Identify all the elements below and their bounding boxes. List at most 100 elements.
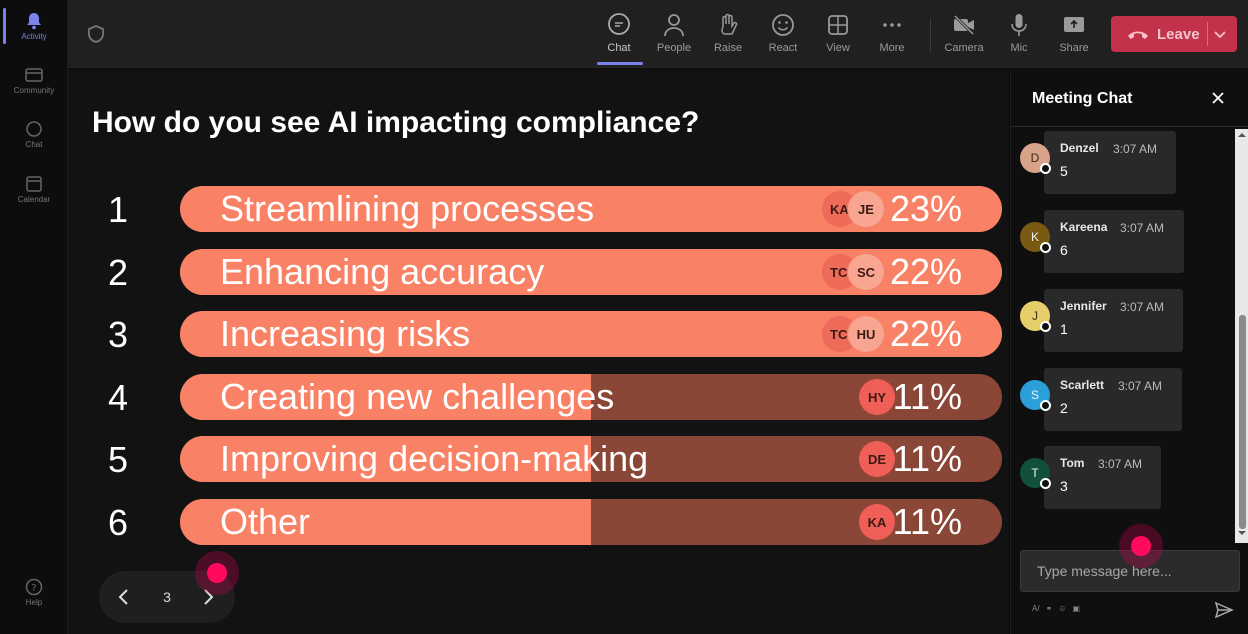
chat-icon bbox=[608, 13, 630, 35]
chat-sender-name: Scarlett bbox=[1060, 378, 1105, 392]
attach-icon[interactable]: ⚭ bbox=[1045, 604, 1053, 613]
shield-icon[interactable] bbox=[86, 24, 106, 44]
rail-item-label: Activity bbox=[21, 32, 47, 41]
avatar-initial: K bbox=[1030, 230, 1039, 244]
poll-option-number: 2 bbox=[107, 252, 129, 293]
chevron-down-icon[interactable] bbox=[1213, 27, 1227, 41]
avatar[interactable]: K bbox=[1020, 222, 1051, 253]
poll-results-stage: How do you see AI impacting compliance? … bbox=[68, 69, 1009, 634]
bell-icon bbox=[27, 13, 41, 30]
avatar-initial: S bbox=[1030, 388, 1039, 402]
rail-item-help[interactable]: ? Help bbox=[0, 578, 68, 607]
rail-item-community[interactable]: Community bbox=[0, 66, 68, 95]
raise-hand-button[interactable]: Raise bbox=[702, 10, 754, 60]
send-icon[interactable] bbox=[1214, 600, 1234, 620]
rail-item-label: Calendar bbox=[17, 195, 51, 204]
format-icon[interactable]: A/ bbox=[1032, 604, 1040, 613]
react-button-label: React bbox=[768, 42, 798, 54]
scroll-up-icon[interactable] bbox=[1238, 131, 1246, 139]
rail-active-indicator bbox=[3, 8, 6, 44]
chat-message: Denzel 3:07 AM 5 bbox=[1044, 131, 1176, 194]
people-icon bbox=[664, 14, 684, 37]
poll-option-number: 3 bbox=[107, 314, 129, 355]
people-button[interactable]: People bbox=[648, 10, 700, 60]
chat-timestamp: 3:07 AM bbox=[1113, 142, 1158, 156]
help-icon: ? bbox=[25, 578, 43, 596]
camera-button-label: Camera bbox=[944, 42, 984, 54]
rail-item-label: Chat bbox=[25, 140, 43, 149]
avatar[interactable]: S bbox=[1020, 380, 1051, 411]
close-icon[interactable] bbox=[1210, 90, 1226, 106]
chat-message: Kareena 3:07 AM 6 bbox=[1044, 210, 1184, 273]
poll-option-bar: Other 11% KA bbox=[180, 499, 1002, 545]
more-button[interactable]: More bbox=[866, 10, 918, 60]
cursor-indicator bbox=[195, 551, 239, 595]
rail-item-label: Community bbox=[13, 86, 55, 95]
voter-avatar: SC bbox=[848, 254, 884, 290]
voter-avatar: HY bbox=[859, 379, 895, 415]
poll-question: How do you see AI impacting compliance? bbox=[92, 106, 700, 139]
more-button-label: More bbox=[879, 42, 905, 54]
chat-message-text: 3 bbox=[1060, 478, 1068, 494]
gif-icon[interactable]: ▣ bbox=[1072, 604, 1080, 613]
voter-avatar: HU bbox=[848, 316, 884, 352]
chat-button[interactable]: Chat bbox=[593, 10, 645, 60]
poll-option-percent: 23% bbox=[889, 188, 962, 229]
chat-sender-name: Denzel bbox=[1060, 141, 1099, 155]
meeting-chat-panel: Meeting Chat Denzel 3:07 AM 5 D Kareena 3:07 … bbox=[1010, 69, 1248, 634]
react-button[interactable]: React bbox=[757, 10, 809, 60]
poll-option-bar: Improving decision-making 11% DE bbox=[180, 436, 1002, 482]
presence-status-icon bbox=[1040, 478, 1051, 489]
chat-message-text: 2 bbox=[1060, 400, 1068, 416]
poll-option-number: 1 bbox=[107, 189, 129, 230]
mic-icon bbox=[1011, 14, 1027, 36]
chat-message: Tom 3:07 AM 3 bbox=[1044, 446, 1161, 509]
svg-text:?: ? bbox=[31, 583, 36, 594]
leave-button[interactable]: Leave bbox=[1111, 16, 1237, 52]
poll-option-label: Streamlining processes bbox=[220, 188, 595, 229]
cursor-indicator bbox=[1119, 524, 1163, 568]
hand-icon bbox=[721, 13, 738, 35]
voter-avatar: JE bbox=[848, 191, 884, 227]
avatar[interactable]: D bbox=[1020, 143, 1051, 174]
rail-item-calendar[interactable]: Calendar bbox=[0, 175, 68, 204]
poll-option-label: Other bbox=[220, 501, 311, 542]
camera-button[interactable]: Camera bbox=[938, 10, 990, 60]
presence-status-icon bbox=[1040, 400, 1051, 411]
rail-item-activity[interactable]: Activity bbox=[0, 12, 68, 41]
scroll-down-icon[interactable] bbox=[1238, 529, 1246, 537]
poll-option-number: 6 bbox=[107, 502, 129, 543]
voter-avatar: KA bbox=[859, 504, 895, 540]
calendar-icon bbox=[26, 176, 42, 192]
mic-button-label: Mic bbox=[1010, 42, 1028, 54]
chat-scrollbar[interactable] bbox=[1235, 129, 1248, 543]
emoji-icon[interactable]: ☺ bbox=[1058, 604, 1067, 613]
poll-option-bar: Creating new challenges 11% HY bbox=[180, 374, 1002, 420]
avatar[interactable]: T bbox=[1020, 458, 1051, 489]
avatar-initial: D bbox=[1030, 151, 1040, 165]
hang-up-icon bbox=[1128, 31, 1148, 39]
leave-button-label: Leave bbox=[1157, 25, 1200, 43]
chat-message-input[interactable] bbox=[1020, 550, 1240, 592]
poll-option-label: Increasing risks bbox=[220, 313, 471, 354]
mic-button[interactable]: Mic bbox=[993, 10, 1045, 60]
chat-timestamp: 3:07 AM bbox=[1120, 221, 1165, 235]
avatar[interactable]: J bbox=[1020, 301, 1051, 332]
chevron-right-icon[interactable] bbox=[201, 587, 215, 607]
rail-item-label: Help bbox=[25, 598, 43, 607]
chat-title: Meeting Chat bbox=[1032, 90, 1133, 107]
rail-item-chat[interactable]: Chat bbox=[0, 120, 68, 149]
poll-option-bar: Increasing risks 22% TC HU bbox=[180, 311, 1002, 357]
view-button[interactable]: View bbox=[812, 10, 864, 60]
chevron-left-icon[interactable] bbox=[117, 587, 131, 607]
chat-button-label: Chat bbox=[607, 42, 631, 54]
share-button-label: Share bbox=[1059, 42, 1089, 54]
avatar-initial: T bbox=[1031, 466, 1039, 480]
chat-sender-name: Tom bbox=[1060, 456, 1085, 470]
poll-option-label: Creating new challenges bbox=[220, 376, 615, 417]
share-button[interactable]: Share bbox=[1048, 10, 1100, 60]
presence-status-icon bbox=[1040, 163, 1051, 174]
scrollbar-thumb[interactable] bbox=[1239, 315, 1246, 529]
meeting-toolbar: Chat People Raise React View More Camera… bbox=[68, 0, 1248, 68]
poll-option-bar: Enhancing accuracy 22% TC SC bbox=[180, 249, 1002, 295]
